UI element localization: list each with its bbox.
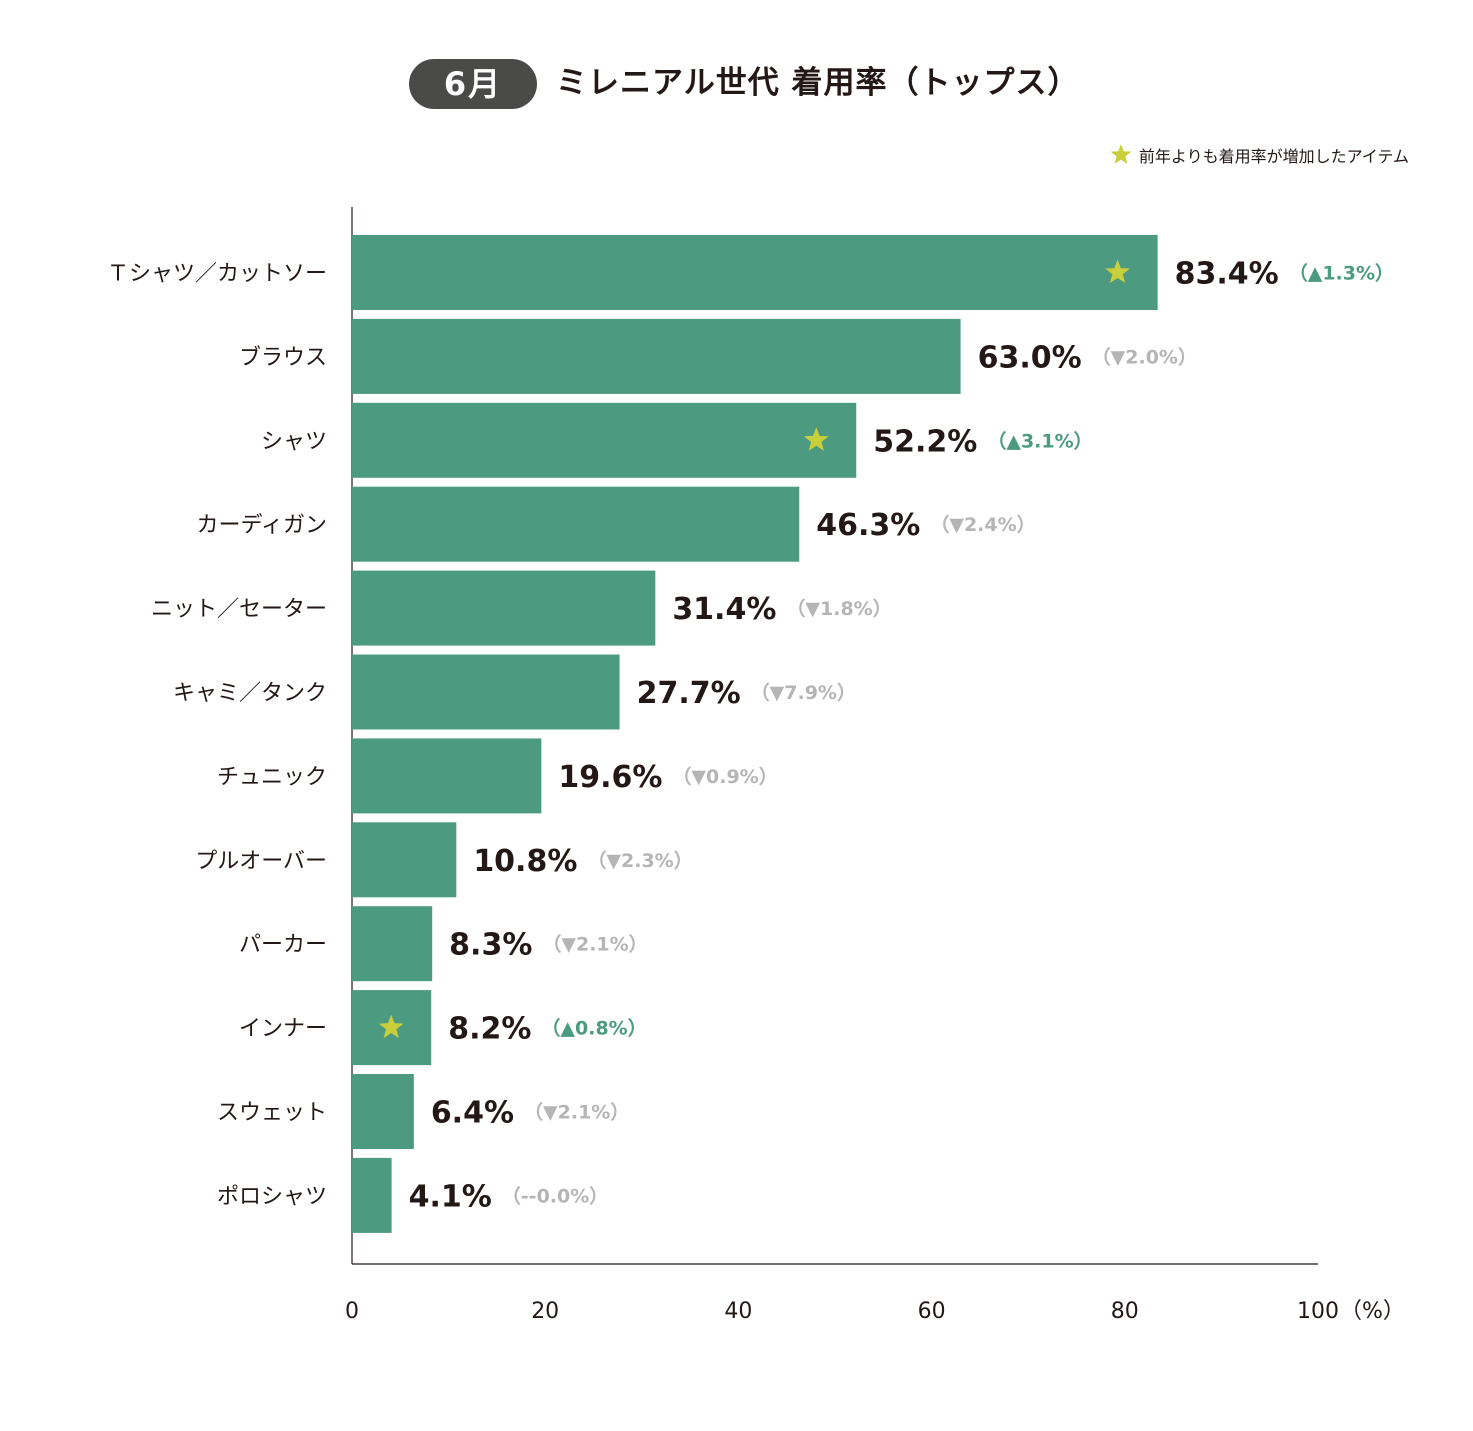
bar-row: キャミ／タンク 27.7% （▼7.9%） — [173, 654, 856, 730]
category-label: シャツ — [261, 429, 327, 454]
category-label: チュニック — [217, 765, 327, 790]
star-icon — [378, 1014, 404, 1039]
category-label: ポロシャツ — [217, 1184, 327, 1209]
bar — [352, 486, 800, 562]
value-label: 8.3% — [449, 928, 532, 963]
change-label: （▲1.3%） — [1289, 262, 1394, 285]
value-label: 4.1% — [409, 1179, 492, 1214]
value-label: 83.4% — [1175, 257, 1279, 292]
change-label: （--0.0%） — [502, 1184, 608, 1207]
value-label: 31.4% — [672, 592, 776, 627]
value-label: 8.2% — [448, 1012, 531, 1047]
bar — [352, 1157, 392, 1233]
bar-row: プルオーバー 10.8% （▼2.3%） — [195, 822, 693, 898]
bar-row: カーディガン 46.3% （▼2.4%） — [197, 486, 1036, 562]
legend-text: 前年よりも着用率が増加したアイテム — [1138, 147, 1409, 166]
legend: 前年よりも着用率が増加したアイテム — [1109, 143, 1409, 167]
x-tick-label: 80 — [1111, 1299, 1139, 1324]
change-label: （▼2.1%） — [542, 933, 647, 956]
value-label: 27.7% — [637, 676, 741, 711]
bar-row: シャツ 52.2% （▲3.1%） — [261, 402, 1093, 478]
bar — [352, 402, 857, 478]
value-label: 10.8% — [473, 844, 577, 879]
x-tick-label: 100 — [1297, 1299, 1339, 1324]
change-label: （▼7.9%） — [751, 681, 856, 704]
bar-row: ニット／セーター 31.4% （▼1.8%） — [151, 570, 892, 646]
bar — [352, 318, 961, 394]
bar-row: チュニック 19.6% （▼0.9%） — [217, 738, 778, 814]
change-label: （▼2.0%） — [1092, 345, 1197, 368]
change-label: （▼2.3%） — [587, 849, 692, 872]
chart-title: ミレニアル世代 着用率（トップス） — [556, 65, 1080, 101]
bar-row: インナー 8.2% （▲0.8%） — [239, 990, 647, 1066]
category-label: Ｔシャツ／カットソー — [107, 262, 327, 287]
bar-row: Ｔシャツ／カットソー 83.4% （▲1.3%） — [107, 235, 1394, 310]
value-label: 63.0% — [978, 340, 1082, 375]
bar — [352, 1074, 414, 1149]
category-label: プルオーバー — [195, 849, 327, 874]
month-badge: 6月 — [409, 59, 537, 109]
change-label: （▼0.9%） — [672, 765, 777, 788]
change-label: （▲0.8%） — [541, 1017, 646, 1040]
x-tick-label: 60 — [918, 1299, 946, 1324]
bar — [352, 822, 457, 898]
bar — [352, 570, 656, 646]
change-label: （▼1.8%） — [786, 597, 891, 620]
category-label: スウェット — [217, 1101, 327, 1126]
category-label: パーカー — [239, 933, 327, 958]
category-label: キャミ／タンク — [173, 681, 327, 706]
bar — [352, 235, 1158, 310]
change-label: （▲3.1%） — [987, 429, 1092, 452]
value-label: 19.6% — [558, 760, 662, 795]
bar-row: ブラウス 63.0% （▼2.0%） — [239, 318, 1197, 394]
star-icon — [1105, 259, 1130, 284]
category-label: ブラウス — [239, 345, 327, 370]
category-label: インナー — [239, 1017, 327, 1042]
value-label: 52.2% — [873, 424, 977, 459]
x-tick-label: 40 — [724, 1299, 752, 1324]
x-tick-label: 20 — [531, 1299, 559, 1324]
bar-row: スウェット 6.4% （▼2.1%） — [217, 1074, 629, 1149]
change-label: （▼2.1%） — [524, 1101, 629, 1124]
x-axis-unit: （%） — [1340, 1299, 1405, 1324]
value-label: 6.4% — [431, 1096, 514, 1131]
bar — [352, 738, 542, 814]
bar-row: パーカー 8.3% （▼2.1%） — [239, 906, 648, 982]
bar-row: ポロシャツ 4.1% （--0.0%） — [217, 1157, 608, 1233]
bar — [352, 654, 620, 730]
category-label: ニット／セーター — [151, 597, 327, 622]
star-icon — [803, 427, 829, 451]
change-label: （▼2.4%） — [930, 513, 1035, 536]
value-label: 46.3% — [816, 508, 920, 543]
bar — [352, 906, 433, 982]
category-label: カーディガン — [197, 513, 327, 538]
star-icon — [1110, 144, 1132, 164]
x-tick-label: 0 — [345, 1299, 359, 1324]
